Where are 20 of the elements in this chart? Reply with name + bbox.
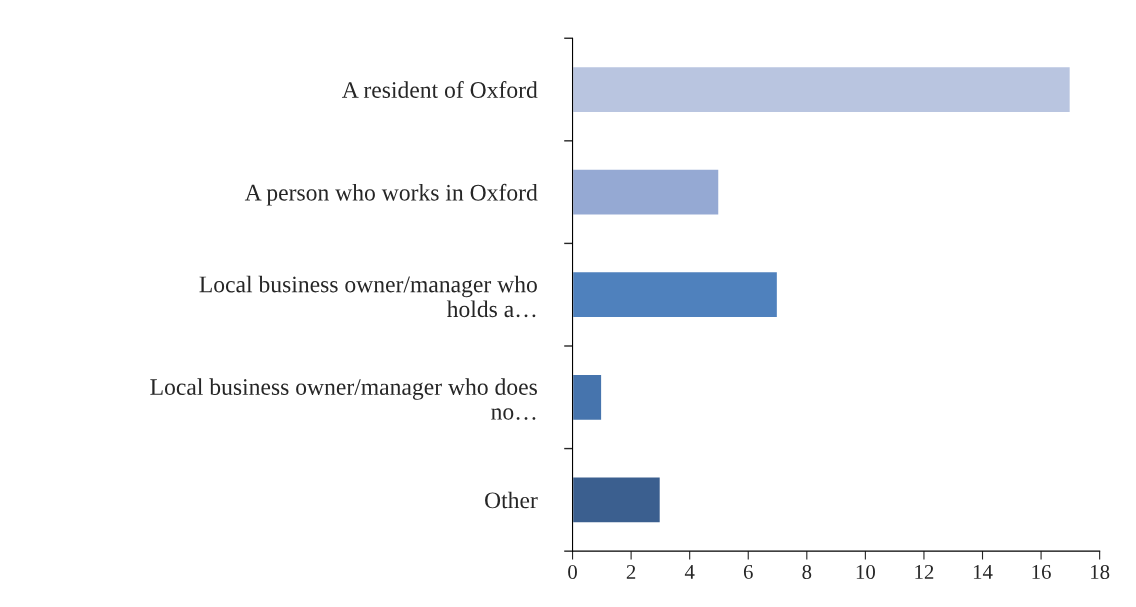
x-tick-label: 18: [1091, 564, 1110, 580]
y-tick-label: Local business owner/manager who does no…: [150, 378, 537, 420]
bar: [572, 373, 603, 422]
y-tick-label: A person who works in Oxford: [244, 183, 538, 206]
x-tick-label: 4: [684, 565, 695, 579]
x-tick-label: 8: [802, 564, 812, 580]
x-tick-label: 0: [568, 564, 577, 580]
x-tick-label: 2: [626, 565, 636, 579]
bar: [572, 476, 662, 524]
y-tick-label: Local business owner/manager who holds a…: [199, 275, 537, 318]
x-tick-label: 14: [973, 565, 993, 579]
x-tick-label: 16: [1032, 565, 1051, 580]
y-tick-label: A resident of Oxford: [341, 81, 538, 98]
bar: [572, 65, 1072, 114]
bar: [572, 270, 779, 319]
x-tick-label: 12: [915, 565, 934, 579]
x-tick-label: 10: [856, 564, 875, 580]
bar: [572, 168, 720, 216]
y-tick-label: Other: [485, 491, 538, 509]
x-tick-label: 6: [743, 565, 753, 580]
